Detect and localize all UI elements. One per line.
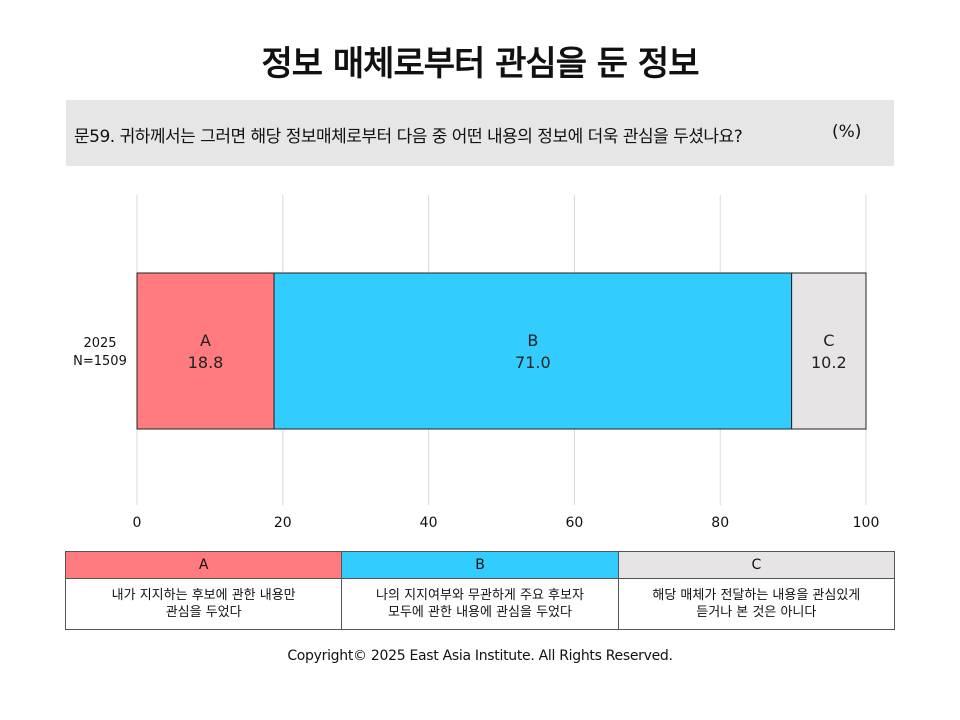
- series-label-c: C: [823, 331, 834, 350]
- question-box: 문59. 귀하께서는 그러면 해당 정보매체로부터 다음 중 어떤 내용의 정보…: [66, 100, 894, 166]
- category-label: 2025: [83, 336, 116, 351]
- x-tick-label: 80: [711, 515, 729, 531]
- series-label-b: B: [527, 331, 538, 350]
- bar-segment-b: [273, 272, 793, 430]
- x-tick-label: 20: [274, 515, 292, 531]
- x-tick-label: 40: [420, 515, 438, 531]
- bar-segment-c: [791, 272, 867, 430]
- bar-segment-a: [136, 272, 275, 430]
- copyright-notice: Copyright© 2025 East Asia Institute. All…: [287, 648, 673, 664]
- legend-table: A B C 내가 지지하는 후보에 관한 내용만 관심을 두었다 나의 지지여부…: [64, 551, 896, 630]
- legend-header-row: A B C: [64, 551, 896, 579]
- legend-description-row: 내가 지지하는 후보에 관한 내용만 관심을 두었다 나의 지지여부와 무관하게…: [64, 578, 896, 630]
- x-tick-label: 0: [133, 515, 142, 531]
- data-label-b: 71.0: [515, 353, 551, 372]
- legend-key-c: C: [617, 551, 896, 579]
- unit-label: (%): [832, 122, 862, 142]
- legend-key-a: A: [64, 551, 343, 579]
- category-label: N=1509: [73, 354, 127, 369]
- legend-key-b: B: [341, 551, 619, 579]
- question-text: 문59. 귀하께서는 그러면 해당 정보매체로부터 다음 중 어떤 내용의 정보…: [74, 127, 743, 147]
- x-tick-label: 60: [565, 515, 583, 531]
- legend-description-b: 나의 지지여부와 무관하게 주요 후보자 모두에 관한 내용에 관심을 두었다: [341, 578, 619, 630]
- data-label-c: 10.2: [811, 353, 847, 372]
- data-label-a: 18.8: [188, 353, 224, 372]
- stacked-bar-chart: 0 20 40 60 80 100 2025 N=1509 A 18.8 B 71.0 C 10.2: [73, 195, 880, 531]
- legend-description-a: 내가 지지하는 후보에 관한 내용만 관심을 두었다: [64, 578, 343, 630]
- page-title: 정보 매체로부터 관심을 둔 정보: [261, 44, 700, 84]
- legend-description-c: 해당 매체가 전달하는 내용을 관심있게 듣거나 본 것은 아니다: [617, 578, 896, 630]
- x-tick-label: 100: [853, 515, 880, 531]
- series-label-a: A: [200, 331, 211, 350]
